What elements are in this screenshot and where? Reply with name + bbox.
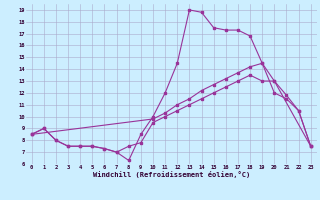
X-axis label: Windchill (Refroidissement éolien,°C): Windchill (Refroidissement éolien,°C) — [92, 171, 250, 178]
